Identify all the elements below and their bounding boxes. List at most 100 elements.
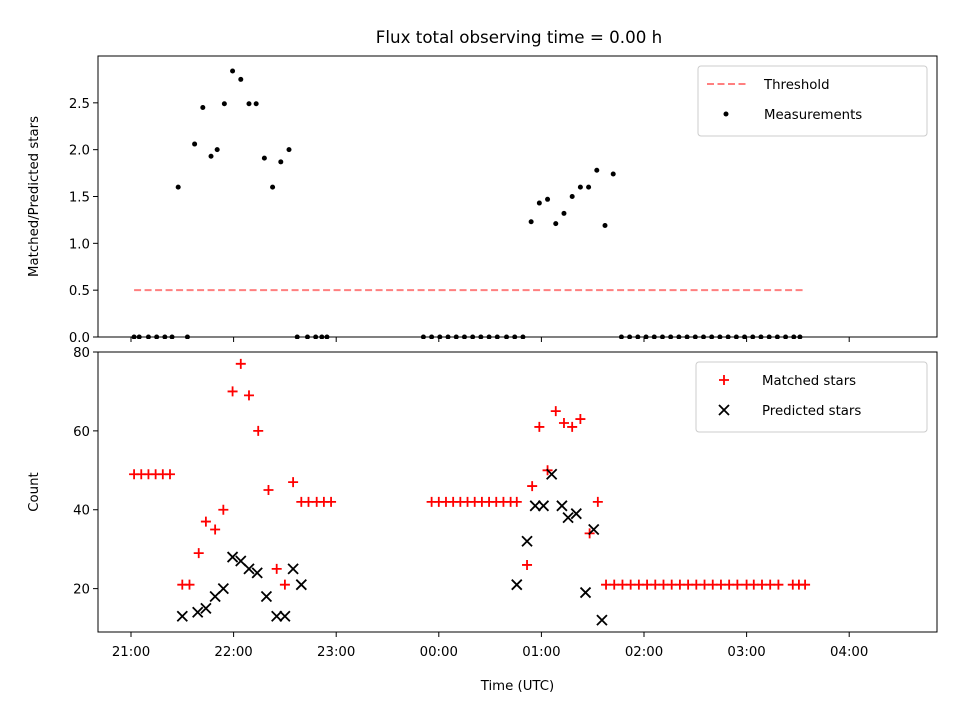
measurement-point (478, 334, 484, 339)
matched-star-point (288, 477, 299, 488)
y-tick-label: 1.5 (69, 191, 90, 206)
x-tick-label: 00:00 (420, 645, 458, 660)
predicted-star-point (588, 523, 600, 536)
matched-star-point (218, 504, 229, 515)
y-tick-label: 1.0 (69, 237, 90, 252)
y-tick-label: 80 (73, 346, 90, 361)
measurement-point (278, 159, 284, 165)
measurement-point (453, 334, 459, 339)
predicted-star-point (529, 500, 541, 512)
measurement-point (437, 334, 443, 339)
matched-star-point (511, 496, 522, 507)
legend-label: Measurements (764, 108, 862, 123)
measurement-point (200, 105, 206, 111)
y-tick-label: 2.5 (69, 97, 90, 112)
measurement-point (230, 68, 236, 74)
measurement-point (520, 334, 526, 339)
measurement-point (208, 153, 214, 159)
matched-star-point (773, 579, 784, 590)
legend-swatch-matched (719, 375, 729, 385)
matched-star-point (732, 579, 743, 590)
legend-box (697, 65, 928, 137)
panel-counts: 20 40 60 80 21:00 22:00 23:00 00:00 01:00 02:00 03… (27, 346, 938, 694)
measurement-point (586, 184, 592, 190)
measurement-point (750, 334, 756, 339)
measurement-point (618, 334, 624, 339)
y-axis-label: Matched/Predicted stars (27, 116, 42, 277)
measurement-point (528, 219, 534, 225)
measurement-point (324, 334, 330, 339)
measurement-point (504, 334, 510, 339)
measurement-point (651, 334, 657, 339)
measurement-point (684, 334, 690, 339)
measurement-point (797, 334, 803, 339)
predicted-star-point (243, 563, 255, 575)
plot-area (129, 358, 811, 626)
matched-star-point (193, 548, 204, 559)
predicted-star-point (521, 535, 533, 547)
measurement-point (742, 334, 748, 339)
matched-star-point (567, 421, 578, 432)
matched-star-point (550, 406, 561, 417)
y-tick-label: 2.0 (69, 144, 90, 159)
measurement-point (136, 334, 142, 339)
measurement-point (238, 76, 244, 82)
measurement-point (221, 101, 227, 107)
measurement-point (643, 334, 649, 339)
matched-star-point (575, 414, 586, 425)
measurement-point (676, 334, 682, 339)
matched-star-point (200, 516, 211, 527)
measurement-point (758, 334, 764, 339)
predicted-star-point (596, 614, 608, 626)
x-tick-label: 02:00 (625, 645, 663, 660)
measurement-point (162, 334, 168, 339)
measurement-point (569, 194, 575, 199)
matched-star-point (326, 496, 337, 507)
measurement-point (145, 334, 151, 339)
matched-star-point (210, 524, 221, 535)
axes-frame (97, 351, 938, 633)
legend-label: Threshold (763, 78, 830, 93)
predicted-star-point (251, 567, 263, 579)
predicted-star-point (562, 511, 574, 524)
predicted-star-point (200, 602, 212, 614)
x-tick-label: 01:00 (522, 645, 560, 660)
legend-swatch-measurements (723, 111, 729, 117)
x-tick-label: 04:00 (830, 645, 868, 660)
measurement-point (184, 334, 190, 339)
measurement-point (635, 334, 641, 339)
measurement-point (610, 171, 616, 177)
matched-star-point (534, 421, 545, 432)
matched-star-point (279, 579, 290, 590)
matched-star-point (227, 386, 238, 397)
predicted-star-point (176, 610, 188, 622)
x-tick-label: 22:00 (214, 645, 252, 660)
matched-star-point (243, 390, 254, 401)
measurement-point (701, 334, 707, 339)
matched-star-point (184, 579, 195, 590)
matched-star-point (253, 425, 264, 436)
measurement-point (791, 334, 797, 339)
predicted-star-point (579, 586, 592, 599)
measurement-point (717, 334, 723, 339)
measurement-point (774, 334, 780, 339)
matched-star-point (235, 358, 246, 369)
legend-swatch-predicted (718, 404, 730, 416)
measurement-point (192, 141, 198, 147)
measurement-point (692, 334, 698, 339)
matched-star-point (558, 417, 569, 428)
measurement-point (594, 167, 600, 173)
measurement-point (261, 155, 267, 161)
measurement-point (561, 210, 567, 216)
legend: Matched stars Predicted stars (695, 361, 928, 433)
predicted-star-point (537, 500, 550, 512)
measurement-point (783, 334, 789, 339)
predicted-star-point (287, 563, 299, 575)
y-tick-label: 0.5 (69, 284, 90, 299)
figure-title: Flux total observing time = 0.00 h (376, 27, 662, 47)
predicted-star-point (271, 610, 283, 622)
measurement-point (486, 334, 492, 339)
measurement-point (627, 334, 633, 339)
measurement-point (313, 334, 319, 339)
measurement-point (725, 334, 731, 339)
